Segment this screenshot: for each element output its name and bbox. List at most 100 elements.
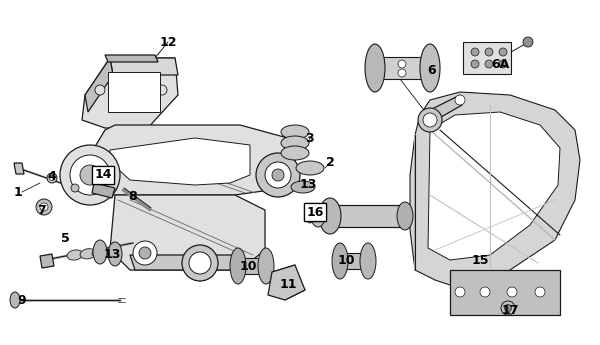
Text: 13: 13 xyxy=(103,248,121,262)
Ellipse shape xyxy=(319,198,341,234)
Bar xyxy=(330,205,405,227)
Text: 5: 5 xyxy=(61,231,70,245)
Circle shape xyxy=(157,85,167,95)
Ellipse shape xyxy=(291,181,315,193)
Circle shape xyxy=(398,69,406,77)
Bar xyxy=(238,258,266,274)
Ellipse shape xyxy=(360,243,376,279)
Polygon shape xyxy=(14,163,24,174)
Polygon shape xyxy=(40,254,54,268)
Text: 16: 16 xyxy=(307,206,323,218)
Circle shape xyxy=(471,48,479,56)
Polygon shape xyxy=(92,183,115,198)
Ellipse shape xyxy=(108,242,122,266)
Text: 16: 16 xyxy=(307,206,323,218)
Circle shape xyxy=(40,203,48,211)
Ellipse shape xyxy=(92,247,108,258)
Polygon shape xyxy=(105,55,158,62)
Ellipse shape xyxy=(296,161,324,175)
Circle shape xyxy=(507,287,517,297)
Text: 12: 12 xyxy=(159,36,177,49)
Circle shape xyxy=(523,37,533,47)
Ellipse shape xyxy=(311,205,325,227)
Text: 10: 10 xyxy=(239,260,257,274)
Bar xyxy=(463,42,511,74)
Polygon shape xyxy=(130,255,245,270)
Circle shape xyxy=(455,95,465,105)
Circle shape xyxy=(423,113,437,127)
Polygon shape xyxy=(75,125,295,195)
Circle shape xyxy=(471,60,479,68)
Circle shape xyxy=(501,301,515,315)
Circle shape xyxy=(265,162,291,188)
Circle shape xyxy=(49,176,55,180)
Ellipse shape xyxy=(365,44,385,92)
Ellipse shape xyxy=(67,250,83,260)
Text: 10: 10 xyxy=(337,254,355,266)
Circle shape xyxy=(485,60,493,68)
Polygon shape xyxy=(420,95,462,128)
Text: 13: 13 xyxy=(299,178,317,191)
Circle shape xyxy=(182,245,218,281)
Circle shape xyxy=(95,85,105,95)
Circle shape xyxy=(71,184,79,192)
Polygon shape xyxy=(82,58,178,128)
Ellipse shape xyxy=(80,249,96,259)
Ellipse shape xyxy=(420,44,440,92)
Text: 2: 2 xyxy=(326,157,334,169)
Circle shape xyxy=(256,153,300,197)
Circle shape xyxy=(418,108,442,132)
Text: 15: 15 xyxy=(471,254,489,266)
Circle shape xyxy=(139,247,151,259)
Circle shape xyxy=(47,173,57,183)
Ellipse shape xyxy=(306,209,314,223)
Text: 3: 3 xyxy=(305,131,314,145)
Text: 6A: 6A xyxy=(491,59,509,71)
Text: 4: 4 xyxy=(47,170,56,184)
Ellipse shape xyxy=(258,248,274,284)
Text: 8: 8 xyxy=(128,189,137,203)
Polygon shape xyxy=(428,112,560,260)
Ellipse shape xyxy=(281,136,309,150)
Text: 7: 7 xyxy=(38,204,46,217)
Polygon shape xyxy=(85,58,113,112)
Ellipse shape xyxy=(397,202,413,230)
Text: 14: 14 xyxy=(94,168,112,181)
Bar xyxy=(450,270,560,315)
Circle shape xyxy=(455,287,465,297)
Polygon shape xyxy=(410,92,580,290)
Polygon shape xyxy=(110,195,265,270)
Circle shape xyxy=(36,199,52,215)
Text: 1: 1 xyxy=(14,186,22,198)
Ellipse shape xyxy=(93,240,107,264)
Circle shape xyxy=(60,145,120,205)
Circle shape xyxy=(272,169,284,181)
Ellipse shape xyxy=(281,146,309,160)
Bar xyxy=(375,57,430,79)
Text: 14: 14 xyxy=(95,168,111,181)
Text: 17: 17 xyxy=(501,304,519,316)
Circle shape xyxy=(80,165,100,185)
Ellipse shape xyxy=(281,125,309,139)
Circle shape xyxy=(398,60,406,68)
Circle shape xyxy=(480,287,490,297)
Circle shape xyxy=(133,241,157,265)
Polygon shape xyxy=(110,58,178,75)
Ellipse shape xyxy=(10,292,20,308)
Polygon shape xyxy=(268,265,305,300)
Bar xyxy=(340,253,368,269)
Text: 6: 6 xyxy=(428,63,436,77)
Text: 11: 11 xyxy=(279,278,297,292)
Text: 9: 9 xyxy=(17,294,26,306)
Polygon shape xyxy=(110,138,250,185)
Bar xyxy=(108,72,160,112)
Ellipse shape xyxy=(332,243,348,279)
Circle shape xyxy=(499,60,507,68)
Circle shape xyxy=(485,48,493,56)
Circle shape xyxy=(535,287,545,297)
Circle shape xyxy=(499,48,507,56)
Circle shape xyxy=(189,252,211,274)
Circle shape xyxy=(70,155,110,195)
Ellipse shape xyxy=(230,248,246,284)
Circle shape xyxy=(505,305,511,312)
